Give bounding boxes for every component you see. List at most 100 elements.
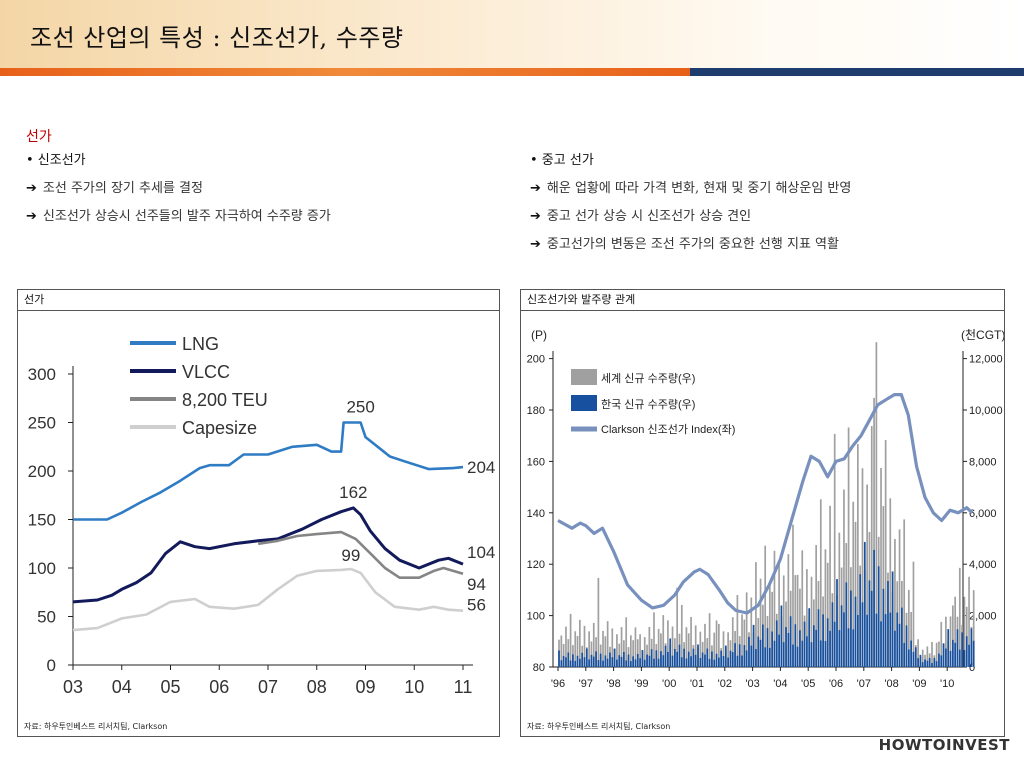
korea-orders-bar	[831, 602, 834, 667]
korea-orders-bar	[812, 625, 815, 667]
korea-orders-bar	[771, 631, 773, 667]
korea-orders-bar	[868, 580, 871, 667]
world-orders-bar	[894, 539, 896, 667]
korea-orders-bar	[824, 641, 827, 667]
world-orders-bar	[826, 562, 829, 667]
left-bullet-group: • 신조선가 ➔ 조선 주가의 장기 추세를 결정 ➔ 신조선가 상승시 선주들의 …	[26, 147, 331, 231]
x-tick-label: 06	[209, 677, 229, 697]
x-tick-label: '03	[745, 678, 759, 690]
world-orders-bar	[935, 642, 938, 667]
korea-orders-bar	[817, 609, 820, 667]
world-orders-bar	[592, 622, 595, 667]
world-orders-bar	[773, 550, 776, 667]
y-tick-label: 0	[47, 656, 56, 675]
korea-orders-bar	[657, 658, 660, 667]
korea-orders-bar	[894, 630, 896, 667]
world-orders-bar	[736, 595, 739, 667]
korea-orders-bar	[567, 652, 570, 667]
x-tick-label: '08	[884, 678, 898, 690]
y-axis-unit: (P)	[531, 328, 547, 342]
korea-orders-bar	[611, 657, 614, 667]
korea-orders-bar	[741, 655, 743, 667]
korea-orders-bar	[921, 662, 924, 667]
world-orders-bar	[921, 649, 924, 667]
korea-orders-bar	[620, 656, 623, 667]
korea-orders-bar	[789, 616, 792, 667]
korea-orders-bar	[931, 663, 933, 667]
series-line	[72, 567, 464, 632]
korea-orders-bar	[634, 659, 637, 667]
korea-orders-bar	[822, 614, 824, 667]
world-orders-bar	[687, 633, 690, 667]
world-orders-bar	[889, 498, 892, 667]
world-orders-bar	[910, 612, 912, 667]
korea-orders-bar	[643, 659, 646, 667]
korea-orders-bar	[597, 660, 600, 667]
korea-orders-bar	[901, 607, 903, 667]
korea-orders-bar	[935, 661, 938, 667]
korea-orders-bar	[595, 651, 597, 667]
korea-orders-bar	[724, 645, 727, 667]
korea-orders-bar	[924, 659, 926, 667]
korea-orders-bar	[907, 649, 910, 667]
world-orders-bar	[926, 646, 929, 667]
korea-orders-bar	[870, 590, 873, 667]
world-orders-bar	[680, 604, 683, 667]
legend-swatch	[571, 395, 597, 411]
panel-title: 신조선가와 발주량 관계	[521, 290, 1004, 311]
korea-orders-bar	[590, 654, 593, 667]
korea-orders-bar	[588, 659, 590, 667]
korea-orders-bar	[847, 628, 850, 667]
korea-orders-bar	[662, 655, 665, 667]
korea-orders-bar	[755, 649, 757, 667]
korea-orders-bar	[750, 645, 753, 667]
source-note: 자료: 하우투인베스트 리서치팀, Clarkson	[527, 722, 671, 731]
y-tick-label: 140	[527, 508, 545, 520]
korea-orders-bar	[683, 648, 685, 667]
header-accent-navy	[690, 68, 1024, 76]
panel-title: 선가	[18, 290, 499, 311]
korea-orders-bar	[954, 642, 957, 667]
clarkson-index-line	[557, 392, 974, 615]
arrow-right-icon: ➔	[26, 181, 37, 196]
korea-orders-bar	[951, 639, 954, 667]
korea-orders-bar	[903, 642, 906, 667]
data-label: 99	[341, 546, 360, 565]
y2-tick-label: 12,000	[969, 354, 1003, 366]
korea-orders-bar	[606, 658, 609, 667]
y-tick-label: 200	[28, 462, 56, 481]
korea-orders-bar	[623, 652, 625, 667]
korea-orders-bar	[729, 650, 732, 667]
y2-axis-unit: (천CGT)	[961, 327, 1004, 342]
right-bullet-title: • 중고 선가	[530, 153, 594, 168]
world-orders-bar	[704, 623, 706, 667]
korea-orders-bar	[720, 650, 723, 667]
korea-orders-bar	[808, 608, 811, 667]
world-orders-bar	[634, 627, 637, 667]
korea-orders-bar	[843, 612, 845, 667]
korea-orders-bar	[773, 640, 776, 667]
world-orders-bar	[903, 519, 906, 667]
korea-orders-bar	[743, 645, 746, 667]
korea-orders-bar	[694, 654, 697, 667]
korea-orders-bar	[845, 582, 848, 667]
world-orders-bar	[931, 641, 933, 667]
y-tick-label: 50	[37, 608, 56, 627]
korea-orders-bar	[792, 644, 794, 667]
world-orders-bar	[771, 591, 773, 667]
source-note: 자료: 하우투인베스트 리서치팀, Clarkson	[24, 722, 168, 731]
korea-orders-bar	[965, 636, 968, 667]
world-orders-bar	[560, 635, 563, 667]
korea-orders-bar	[806, 636, 808, 667]
korea-orders-bar	[910, 640, 912, 667]
korea-orders-bar	[956, 629, 959, 667]
world-orders-bar	[616, 634, 618, 667]
data-label: 94	[467, 575, 486, 594]
korea-orders-bar	[660, 651, 662, 667]
right-bullet-item: ➔ 중고 선가 상승 시 신조선가 상승 견인	[530, 203, 851, 231]
korea-orders-bar	[708, 658, 711, 667]
korea-orders-bar	[768, 647, 771, 667]
korea-orders-bar	[759, 639, 762, 667]
x-tick-label: '05	[801, 678, 815, 690]
korea-orders-bar	[778, 634, 780, 667]
